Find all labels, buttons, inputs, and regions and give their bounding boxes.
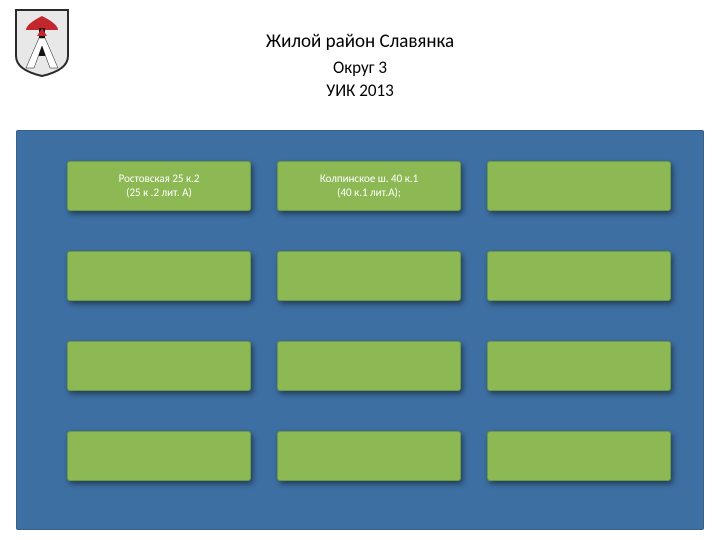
subtitle-okrug: Округ 3	[0, 57, 720, 78]
cards-grid: Ростовская 25 к.2(25 к .2 лит. А) Колпинс…	[17, 131, 703, 529]
address-card[interactable]	[487, 251, 671, 301]
crest-icon	[12, 6, 72, 78]
address-card[interactable]	[487, 161, 671, 211]
address-card[interactable]	[277, 251, 461, 301]
subtitle-uik: УИК 2013	[0, 80, 720, 101]
address-card[interactable]	[487, 431, 671, 481]
header-area: Жилой район Славянка Округ 3 УИК 2013	[0, 0, 720, 130]
address-card[interactable]: Колпинское ш. 40 к.1(40 к.1 лит.А);	[277, 161, 461, 211]
address-card[interactable]	[67, 251, 251, 301]
address-card[interactable]	[277, 431, 461, 481]
address-card[interactable]: Ростовская 25 к.2(25 к .2 лит. А)	[67, 161, 251, 211]
card-line1: Ростовская 25 к.2	[119, 172, 200, 186]
address-card[interactable]	[67, 341, 251, 391]
page-title: Жилой район Славянка	[0, 30, 720, 53]
address-card[interactable]	[67, 431, 251, 481]
card-line2: (40 к.1 лит.А);	[337, 186, 401, 200]
cards-panel: Ростовская 25 к.2(25 к .2 лит. А) Колпинс…	[16, 130, 704, 530]
card-line1: Колпинское ш. 40 к.1	[320, 172, 418, 186]
card-line2: (25 к .2 лит. А)	[126, 186, 192, 200]
address-card[interactable]	[277, 341, 461, 391]
title-block: Жилой район Славянка Округ 3 УИК 2013	[0, 0, 720, 101]
address-card[interactable]	[487, 341, 671, 391]
